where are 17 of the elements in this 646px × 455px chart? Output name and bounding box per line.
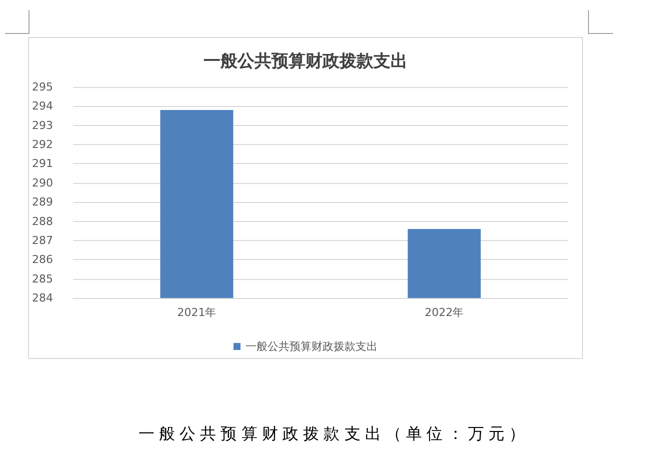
x-tick-label: 2021年: [177, 306, 216, 319]
x-tick-label: 2022年: [424, 306, 464, 319]
y-tick-label: 287: [32, 234, 53, 247]
y-tick-label: 294: [32, 100, 53, 113]
y-tick-label: 293: [32, 118, 53, 132]
y-tick-label: 292: [32, 138, 53, 152]
y-tick-label: 290: [32, 176, 53, 190]
chart-title: 一般公共预算财政拨款支出: [204, 52, 408, 72]
y-tick-label: 291: [32, 157, 53, 170]
text: 一般公共预算财政拨款支出（单位：万元）: [137, 424, 531, 445]
y-tick-label: 289: [32, 196, 53, 209]
y-tick-label: 286: [32, 253, 53, 266]
y-tick-label: 295: [32, 80, 53, 94]
y-tick-label: 285: [32, 272, 53, 286]
y-tick-label: 284: [32, 292, 53, 304]
y-tick-label: 288: [32, 214, 53, 228]
legend-label: 一般公共预算财政拨款支出: [246, 340, 378, 353]
